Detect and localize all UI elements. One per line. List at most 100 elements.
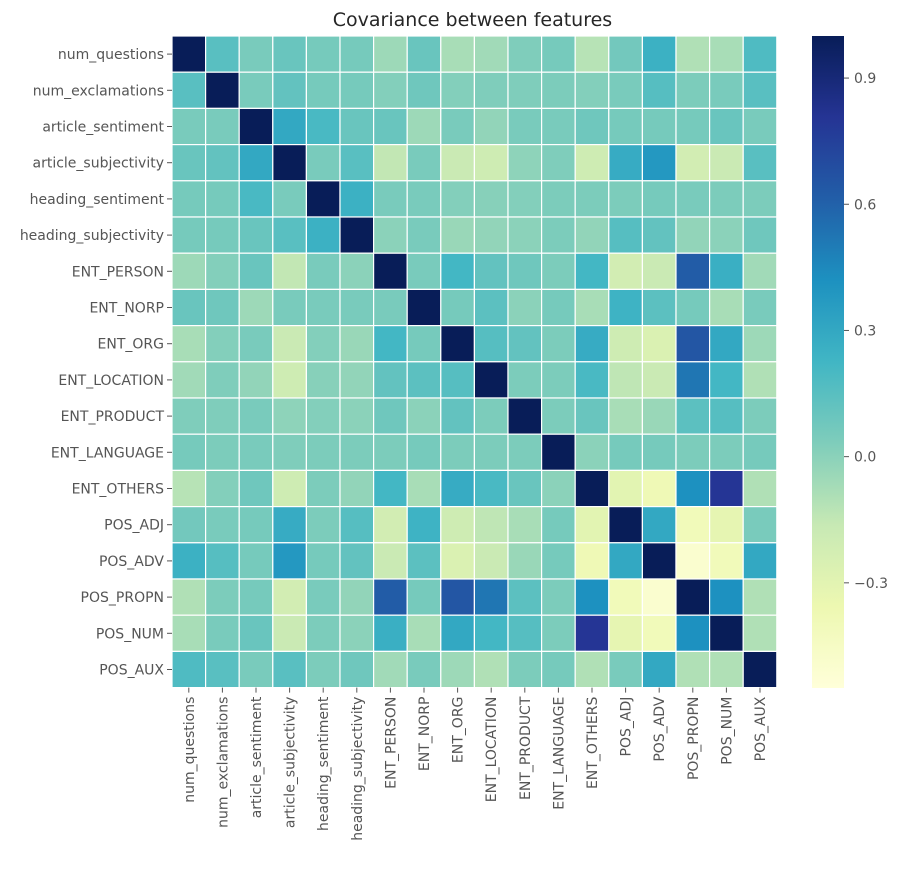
x-tick-label: POS_ADJ [619,697,635,757]
heatmap-cell [238,144,274,182]
heatmap-cell [440,107,475,146]
heatmap-cell [473,578,509,616]
heatmap-cell [473,71,509,109]
x-tick-label: ENT_PERSON [383,697,399,789]
heatmap-cell [238,252,274,290]
heatmap-cell [708,578,744,616]
heatmap-cell [708,288,744,327]
heatmap-cell [373,216,408,254]
heatmap-cell [574,180,610,218]
heatmap-cell [305,180,341,218]
colorbar-tick-label: 0.0 [854,450,876,466]
heatmap-cell [574,361,610,399]
heatmap-cells [171,35,778,689]
heatmap-cell [339,506,375,544]
heatmap-cell [205,325,240,363]
x-tick-label: ENT_ORG [451,697,467,763]
heatmap-cell [373,361,408,399]
heatmap-cell [540,180,576,218]
heatmap-cell [440,469,475,508]
x-tick-label: ENT_NORP [417,697,433,772]
heatmap-cell [708,650,744,689]
heatmap-cell [742,650,778,689]
y-tick-label: ENT_OTHERS [72,482,165,498]
heatmap-cell [339,144,375,182]
heatmap-cell [708,506,744,544]
heatmap-cell [440,614,475,653]
heatmap-cell [507,469,543,508]
heatmap-cell [440,433,475,472]
heatmap-cell [205,506,240,544]
heatmap-cell [205,542,240,580]
heatmap-cell [574,650,610,689]
heatmap-cell [574,469,610,508]
heatmap-cell [272,180,307,218]
heatmap-cell [608,35,643,73]
heatmap-cell [272,433,307,472]
heatmap-cell [205,216,240,254]
colorbar-tick-label: 0.3 [854,323,876,339]
heatmap-cell [339,35,375,73]
heatmap-cell [205,397,240,435]
heatmap-cell [574,542,610,580]
colorbar-tick-label: 0.9 [854,71,876,87]
heatmap-cell [339,542,375,580]
heatmap-cell [473,614,509,653]
heatmap-cell [742,288,778,327]
x-tick-label: num_exclamations [215,697,231,828]
heatmap-cell [473,361,509,399]
heatmap-cell [641,506,677,544]
heatmap-cell [272,216,307,254]
heatmap-cell [171,361,207,399]
heatmap-cell [675,578,711,616]
heatmap-cell [406,252,442,290]
heatmap-cell [373,614,408,653]
y-tick-label: article_subjectivity [33,156,165,172]
y-tick-label: POS_AUX [99,663,164,679]
heatmap-cell [305,288,341,327]
x-tick-label: POS_PROPN [686,697,702,780]
heatmap-cell [507,614,543,653]
heatmap-cell [540,325,576,363]
heatmap-cell [305,650,341,689]
heatmap-cell [171,650,207,689]
heatmap-cell [339,288,375,327]
heatmap-cell [742,361,778,399]
heatmap-cell [373,180,408,218]
heatmap-cell [742,542,778,580]
heatmap-cell [238,650,274,689]
heatmap-cell [339,216,375,254]
heatmap-cell [473,325,509,363]
heatmap-cell [373,144,408,182]
heatmap-cell [205,469,240,508]
heatmap-cell [339,71,375,109]
y-tick-label: ENT_PRODUCT [61,409,165,425]
x-tick-label: POS_AUX [753,696,769,761]
heatmap-cell [406,578,442,616]
heatmap-cell [440,180,475,218]
heatmap-cell [742,578,778,616]
heatmap-cell [373,578,408,616]
heatmap-cell [339,469,375,508]
heatmap-cell [540,578,576,616]
heatmap-cell [373,71,408,109]
heatmap-cell [305,252,341,290]
colorbar-tick-label: −0.3 [854,576,888,592]
heatmap-cell [675,361,711,399]
heatmap-cell [339,433,375,472]
heatmap-cell [305,71,341,109]
heatmap-cell [641,578,677,616]
heatmap-cell [440,542,475,580]
heatmap-cell [473,469,509,508]
heatmap-cell [205,35,240,73]
heatmap-cell [608,252,643,290]
heatmap-cell [238,71,274,109]
heatmap-cell [608,578,643,616]
y-tick-labels: num_questions num_exclamations article_sen… [20,47,172,679]
heatmap-cell [473,35,509,73]
heatmap-cell [708,397,744,435]
colorbar-ticks: 0.9 0.6 0.3 0.0 −0.3 [844,71,888,592]
heatmap-cell [373,107,408,146]
heatmap-cell [272,614,307,653]
heatmap-cell [440,288,475,327]
